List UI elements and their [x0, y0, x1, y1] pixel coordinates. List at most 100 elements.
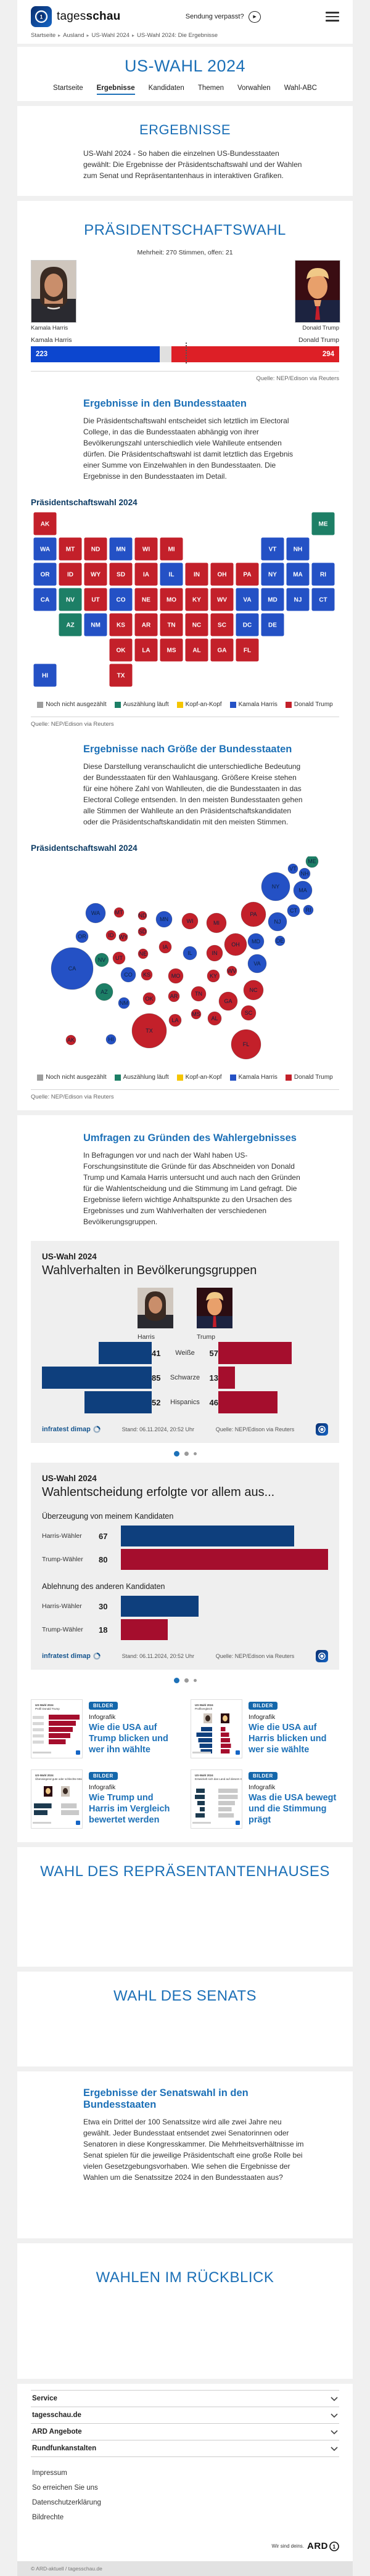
state-MA[interactable]: MA — [286, 562, 310, 587]
state-bubble-MA[interactable]: MA — [293, 880, 313, 900]
state-bubble-AZ[interactable]: AZ — [95, 983, 113, 1001]
state-DE[interactable]: DE — [260, 612, 285, 637]
state-bubble-ME[interactable]: ME — [305, 855, 319, 868]
state-AL[interactable]: AL — [184, 638, 209, 662]
state-bubble-NH[interactable]: NH — [298, 867, 311, 880]
state-bubble-SD[interactable]: SD — [138, 927, 147, 937]
state-MT[interactable]: MT — [58, 537, 83, 561]
state-MN[interactable]: MN — [109, 537, 133, 561]
tab-kandidaten[interactable]: Kandidaten — [148, 84, 184, 92]
state-bubble-DE[interactable]: DE — [274, 935, 286, 946]
footer-link-impressum[interactable]: Impressum — [32, 2469, 67, 2477]
breadcrumb-item[interactable]: US-Wahl 2024 — [91, 32, 130, 39]
state-LA[interactable]: LA — [134, 638, 158, 662]
state-ID[interactable]: ID — [58, 562, 83, 587]
state-bubble-ND[interactable]: ND — [138, 911, 147, 920]
state-bubble-TX[interactable]: TX — [131, 1013, 167, 1049]
footer-accordion-rundfunkanstalten[interactable]: Rundfunkanstalten — [31, 2440, 339, 2457]
footer-link-datenschutzerkl-rung[interactable]: Datenschutzerklärung — [32, 2499, 101, 2506]
breadcrumb-item[interactable]: Ausland — [63, 32, 84, 39]
carousel-dot[interactable] — [173, 1678, 179, 1683]
state-bubble-NC[interactable]: NC — [243, 980, 264, 1001]
state-RI[interactable]: RI — [311, 562, 335, 587]
state-bubble-IN[interactable]: IN — [206, 945, 223, 962]
state-ME[interactable]: ME — [311, 511, 335, 536]
tab-ergebnisse[interactable]: Ergebnisse — [96, 84, 135, 95]
state-bubble-NY[interactable]: NY — [261, 872, 290, 901]
carousel-dot[interactable] — [193, 1452, 197, 1455]
state-FL[interactable]: FL — [235, 638, 260, 662]
teaser-item[interactable]: US-Wahl 2024 Profilvergleich BILDER Infogra… — [191, 1699, 339, 1758]
state-NJ[interactable]: NJ — [286, 587, 310, 612]
state-bubble-UT[interactable]: UT — [112, 951, 126, 965]
state-bubble-CT[interactable]: CT — [287, 904, 300, 917]
state-MD[interactable]: MD — [260, 587, 285, 612]
state-IL[interactable]: IL — [159, 562, 184, 587]
state-NY[interactable]: NY — [260, 562, 285, 587]
state-bubble-RI[interactable]: RI — [303, 904, 314, 916]
tab-vorwahlen[interactable]: Vorwahlen — [237, 84, 271, 92]
state-bubble-AL[interactable]: AL — [207, 1011, 222, 1026]
state-bubble-OK[interactable]: OK — [142, 992, 156, 1006]
state-bubble-MI[interactable]: MI — [206, 912, 227, 933]
teaser-item[interactable]: US-Wahl 2024 Profil Donald Trump BILDER Inf… — [31, 1699, 179, 1758]
state-bubble-OH[interactable]: OH — [224, 933, 247, 956]
state-bubble-MO[interactable]: MO — [168, 968, 184, 984]
state-bubble-TN[interactable]: TN — [191, 986, 207, 1002]
state-bubble-IL[interactable]: IL — [183, 946, 197, 961]
state-bubble-KS[interactable]: KS — [141, 969, 153, 981]
state-bubble-OR[interactable]: OR — [75, 930, 89, 943]
state-GA[interactable]: GA — [210, 638, 234, 662]
carousel-dot[interactable] — [193, 1679, 197, 1682]
carousel-dot[interactable] — [173, 1451, 179, 1457]
state-bubble-WV[interactable]: WV — [226, 965, 237, 977]
footer-link-bildrechte[interactable]: Bildrechte — [32, 2514, 64, 2521]
state-HI[interactable]: HI — [33, 663, 57, 688]
menu-button[interactable] — [326, 12, 339, 22]
state-bubble-WI[interactable]: WI — [181, 912, 199, 930]
state-bubble-MN[interactable]: MN — [155, 911, 173, 928]
state-NH[interactable]: NH — [286, 537, 310, 561]
tab-themen[interactable]: Themen — [197, 84, 224, 92]
states-map[interactable]: AK ME WA MT ND MN WI MI VT NH OR ID WY SD IA IL IN OH PA NY… — [31, 511, 339, 691]
teaser-title[interactable]: Wie die USA auf Trump blicken und wer ih… — [89, 1723, 168, 1755]
footer-accordion-service[interactable]: Service — [31, 2390, 339, 2407]
state-TX[interactable]: TX — [109, 663, 133, 688]
state-bubble-NV[interactable]: NV — [94, 953, 109, 967]
state-MI[interactable]: MI — [159, 537, 184, 561]
carousel-dot[interactable] — [184, 1452, 189, 1456]
breadcrumb-item[interactable]: Startseite — [31, 32, 56, 39]
state-bubble-FL[interactable]: FL — [231, 1029, 261, 1060]
state-AZ[interactable]: AZ — [58, 612, 83, 637]
state-bubble-NE[interactable]: NE — [138, 948, 149, 959]
state-bubble-VT[interactable]: VT — [287, 863, 298, 874]
state-bubble-HI[interactable]: HI — [105, 1034, 117, 1045]
state-bubble-VA[interactable]: VA — [247, 954, 267, 973]
state-UT[interactable]: UT — [83, 587, 108, 612]
sendung-verpasst-link[interactable]: Sendung verpasst? ▶ — [120, 10, 326, 23]
state-bubble-CA[interactable]: CA — [51, 947, 94, 990]
state-bubble-MD[interactable]: MD — [247, 933, 265, 950]
state-bubble-WY[interactable]: WY — [118, 932, 128, 942]
state-bubble-NM[interactable]: NM — [118, 997, 130, 1009]
state-bubble-NJ[interactable]: NJ — [268, 912, 287, 932]
state-NE[interactable]: NE — [134, 587, 158, 612]
state-MS[interactable]: MS — [159, 638, 184, 662]
state-bubble-ID[interactable]: ID — [105, 930, 117, 941]
bubble-map[interactable]: CA TX FL NY PA OH MI NC WA GA VA MA NJ AZ MD MN WI IN TN MO… — [31, 855, 339, 1063]
state-bubble-GA[interactable]: GA — [218, 991, 238, 1011]
state-KS[interactable]: KS — [109, 612, 133, 637]
state-WV[interactable]: WV — [210, 587, 234, 612]
state-WY[interactable]: WY — [83, 562, 108, 587]
state-VA[interactable]: VA — [235, 587, 260, 612]
teaser-title[interactable]: Was die USA bewegt und die Stimmung präg… — [249, 1793, 337, 1826]
state-CT[interactable]: CT — [311, 587, 335, 612]
ec-bar[interactable]: 223 294 — [31, 343, 339, 364]
tagesschau-logo[interactable]: 1 tagesschau — [31, 6, 120, 27]
state-CO[interactable]: CO — [109, 587, 133, 612]
footer-accordion-tagesschau-de[interactable]: tagesschau.de — [31, 2407, 339, 2424]
play-icon[interactable]: ▶ — [248, 10, 261, 23]
state-VT[interactable]: VT — [260, 537, 285, 561]
state-bubble-WA[interactable]: WA — [85, 903, 106, 924]
state-NV[interactable]: NV — [58, 587, 83, 612]
